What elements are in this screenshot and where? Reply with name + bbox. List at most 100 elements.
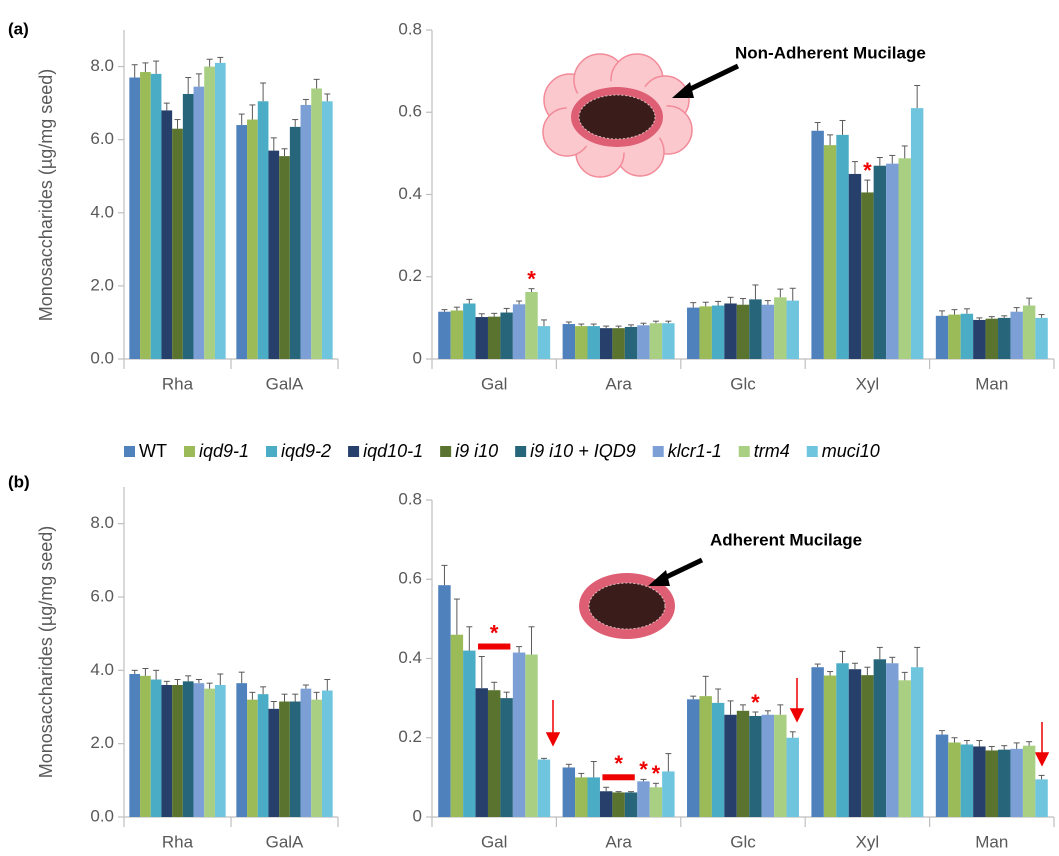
bar — [986, 319, 998, 359]
bar — [886, 164, 898, 359]
legend-label: WT — [139, 441, 167, 461]
bar — [183, 681, 194, 817]
bar — [961, 314, 973, 359]
bar — [476, 688, 488, 817]
x-tick-label: Gal — [481, 832, 507, 851]
bar — [172, 685, 183, 817]
y-tick-label: 4.0 — [90, 202, 114, 221]
y-tick-label: 0 — [413, 806, 422, 825]
legend-label: i9 i10 — [455, 441, 498, 461]
bar — [737, 711, 749, 817]
x-tick-label: GalA — [266, 832, 304, 851]
legend-swatch — [124, 446, 135, 457]
bar — [625, 327, 637, 359]
bar — [849, 669, 861, 817]
x-tick-label: Gal — [481, 374, 507, 393]
significance: * — [639, 757, 648, 782]
bar — [236, 125, 247, 359]
bar — [161, 685, 172, 817]
bar — [290, 702, 301, 818]
bar — [290, 127, 301, 359]
bar — [936, 316, 948, 359]
bar — [311, 88, 322, 359]
bar — [488, 317, 500, 359]
bar — [247, 120, 258, 359]
x-tick-label: Xyl — [856, 374, 880, 393]
significance: * — [751, 690, 760, 715]
bar — [787, 738, 799, 817]
arrow — [684, 66, 738, 92]
bar — [774, 297, 786, 359]
bar — [886, 663, 898, 817]
panel-label: (b) — [8, 472, 30, 491]
bar — [236, 683, 247, 817]
bar — [279, 702, 290, 818]
bar — [194, 683, 205, 817]
y-tick-label: 6.0 — [90, 129, 114, 148]
bar — [258, 694, 269, 817]
bar — [911, 667, 923, 817]
significance: * — [652, 761, 661, 786]
bar — [762, 305, 774, 359]
x-tick-label: Rha — [162, 374, 194, 393]
bar — [279, 156, 290, 359]
bar — [650, 323, 662, 359]
legend-swatch — [440, 446, 451, 457]
bar — [204, 689, 215, 817]
panel-label: (a) — [8, 19, 29, 38]
bar — [662, 771, 674, 817]
bar — [811, 667, 823, 817]
bar — [588, 326, 600, 359]
legend-label: i9 i10 + IQD9 — [530, 441, 636, 461]
bar — [687, 699, 699, 817]
bar — [215, 63, 226, 359]
bar — [936, 735, 948, 817]
bar — [575, 326, 587, 359]
bar — [538, 760, 550, 817]
bar — [538, 326, 550, 359]
x-tick-label: Glc — [730, 374, 756, 393]
legend-swatch — [515, 446, 526, 457]
y-axis-label: Monosaccharides (µg/mg seed) — [36, 69, 56, 321]
bar — [183, 94, 194, 359]
bar — [204, 67, 215, 359]
bar — [986, 750, 998, 817]
y-axis-label: Monosaccharides (µg/mg seed) — [36, 526, 56, 778]
figure: (a) (b) Monosaccharides (µg/mg seed) Mon… — [0, 0, 1059, 856]
annotation: Non-Adherent Mucilage — [735, 43, 926, 62]
bar — [513, 653, 525, 817]
bar — [151, 680, 162, 818]
bar — [824, 145, 836, 359]
bar — [724, 303, 736, 359]
bar — [998, 318, 1010, 359]
bar — [172, 129, 183, 359]
bar — [699, 696, 711, 817]
bar — [861, 675, 873, 817]
bar — [973, 320, 985, 359]
x-tick-label: GalA — [266, 374, 304, 393]
bar — [563, 324, 575, 359]
bar — [215, 685, 226, 817]
bar — [151, 74, 162, 359]
bar — [650, 787, 662, 817]
legend-label: klcr1-1 — [668, 441, 722, 461]
y-tick-label: 0.0 — [90, 806, 114, 825]
bar — [258, 101, 269, 359]
bar — [301, 689, 312, 817]
legend-swatch — [807, 446, 818, 457]
x-tick-label: Man — [975, 374, 1008, 393]
bar — [712, 703, 724, 817]
legend-label: muci10 — [822, 441, 880, 461]
bar — [500, 698, 512, 817]
bar — [849, 174, 861, 359]
bar — [948, 315, 960, 359]
bar — [899, 680, 911, 817]
y-tick-label: 0.0 — [90, 348, 114, 367]
significance: * — [863, 158, 872, 183]
bar — [998, 750, 1010, 817]
bar — [811, 131, 823, 359]
bar — [588, 777, 600, 817]
bar — [861, 192, 873, 359]
bar — [476, 317, 488, 359]
bar — [268, 151, 279, 359]
